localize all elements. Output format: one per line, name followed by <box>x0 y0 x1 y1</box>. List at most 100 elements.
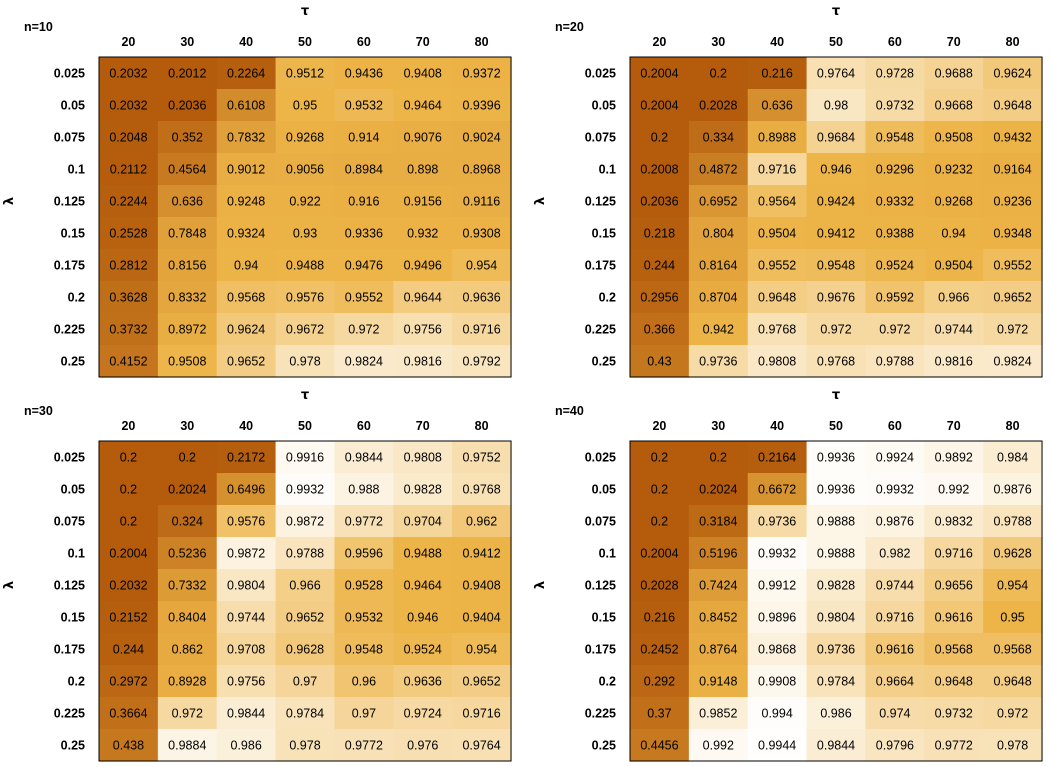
heatmap-cell <box>688 281 749 314</box>
heatmap-cell <box>452 633 512 666</box>
heatmap-cell <box>157 57 218 90</box>
cell-value-label: 0.8452 <box>699 611 737 625</box>
heatmap-cell <box>924 505 984 538</box>
cell-value-label: 0.9552 <box>758 259 796 273</box>
heatmap-cell <box>630 313 690 346</box>
heatmap-panel-2: 0.2004 0.2 0.216 0.9764 0.9728 0.9688 0.9624 0.… <box>533 4 1043 378</box>
heatmap-cell <box>334 313 394 346</box>
cell-value-label: 0.9808 <box>758 355 796 369</box>
cell-value-label: 0.2004 <box>640 99 678 113</box>
heatmap-cell <box>99 473 159 506</box>
heatmap-cell <box>216 121 277 154</box>
cell-value-label: 0.9568 <box>227 291 265 305</box>
cell-value-label: 0.636 <box>172 195 203 209</box>
cell-value-label: 0.9076 <box>404 131 442 145</box>
cell-value-label: 0.2008 <box>640 163 678 177</box>
cell-value-label: 0.946 <box>820 163 851 177</box>
heatmap-border <box>629 440 1043 762</box>
heatmap-cell <box>157 249 218 282</box>
heatmap-cell <box>99 601 159 634</box>
cell-value-label: 0.954 <box>997 579 1028 593</box>
cell-value-label: 0.9616 <box>935 611 973 625</box>
heatmap-cell <box>983 281 1043 314</box>
panel-title: n=10 <box>24 20 53 34</box>
heatmap-cell <box>747 281 808 314</box>
heatmap-panel-1: 0.2032 0.2012 0.2264 0.9512 0.9436 0.9408 0.93… <box>2 4 512 378</box>
cell-value-label: 0.8404 <box>168 611 206 625</box>
heatmap-cell <box>99 729 159 762</box>
heatmap-cell <box>275 57 336 90</box>
heatmap-cell <box>630 153 690 186</box>
heatmap-cell <box>157 441 218 474</box>
heatmap-border <box>98 440 512 762</box>
heatmap-cell <box>216 185 277 218</box>
cell-value-label: 0.9532 <box>345 611 383 625</box>
y-tick-label: 0.125 <box>54 579 85 593</box>
heatmap-cell <box>99 697 159 730</box>
heatmap-cell <box>630 665 690 698</box>
heatmap-cell <box>688 313 749 346</box>
cell-value-label: 0.972 <box>997 323 1028 337</box>
heatmap-cell <box>216 473 277 506</box>
cell-value-label: 0.9156 <box>404 195 442 209</box>
y-tick-label: 0.05 <box>61 99 85 113</box>
cell-value-label: 0.9736 <box>699 355 737 369</box>
cell-value-label: 0.9888 <box>817 547 855 561</box>
heatmap-cell <box>983 505 1043 538</box>
cell-value-label: 0.7848 <box>168 227 206 241</box>
heatmap-cell <box>806 89 867 122</box>
cell-value-label: 0.7332 <box>168 579 206 593</box>
heatmap-cell <box>630 121 690 154</box>
x-tick-label: 80 <box>475 35 489 49</box>
heatmap-cell <box>924 153 984 186</box>
cell-value-label: 0.9768 <box>758 323 796 337</box>
heatmap-cell <box>334 441 394 474</box>
cell-value-label: 0.324 <box>172 515 203 529</box>
cell-value-label: 0.2032 <box>109 579 147 593</box>
cell-value-label: 0.9876 <box>993 483 1031 497</box>
heatmap-cell <box>865 633 925 666</box>
cell-value-label: 0.2032 <box>109 67 147 81</box>
heatmap-cell <box>157 601 218 634</box>
heatmap-cell <box>275 729 336 762</box>
cell-value-label: 0.5236 <box>168 547 206 561</box>
cell-value-label: 0.9652 <box>227 355 265 369</box>
heatmap-cell <box>806 281 867 314</box>
heatmap-cell <box>747 697 808 730</box>
heatmap-cell <box>393 185 453 218</box>
cell-value-label: 0.9652 <box>993 291 1031 305</box>
heatmap-cell <box>865 89 925 122</box>
heatmap-cell <box>393 505 453 538</box>
cell-value-label: 0.862 <box>172 643 203 657</box>
cell-value-label: 0.9932 <box>876 483 914 497</box>
cell-value-label: 0.9268 <box>935 195 973 209</box>
cell-value-label: 0.9932 <box>758 547 796 561</box>
cell-value-label: 0.9936 <box>817 451 855 465</box>
cell-value-label: 0.972 <box>348 323 379 337</box>
heatmap-cell <box>688 57 749 90</box>
heatmap-cell <box>334 281 394 314</box>
cell-value-label: 0.9824 <box>993 355 1031 369</box>
cell-value-label: 0.9388 <box>876 227 914 241</box>
cell-value-label: 0.9296 <box>876 163 914 177</box>
cell-value-label: 0.8984 <box>345 163 383 177</box>
heatmap-cell <box>393 473 453 506</box>
cell-value-label: 0.2 <box>651 515 668 529</box>
cell-value-label: 0.2172 <box>227 451 265 465</box>
y-tick-label: 0.125 <box>54 195 85 209</box>
heatmap-cell <box>688 601 749 634</box>
cell-value-label: 0.3664 <box>109 707 147 721</box>
cell-value-label: 0.9656 <box>935 579 973 593</box>
cell-value-label: 0.9496 <box>404 259 442 273</box>
heatmap-cell <box>630 633 690 666</box>
heatmap-cell <box>924 57 984 90</box>
cell-value-label: 0.962 <box>466 515 497 529</box>
heatmap-cell <box>865 697 925 730</box>
heatmap-cell <box>99 345 159 378</box>
heatmap-cell <box>393 569 453 602</box>
heatmap-cell <box>275 665 336 698</box>
heatmap-cell <box>275 217 336 250</box>
cell-value-label: 0.9508 <box>168 355 206 369</box>
heatmap-cell <box>865 249 925 282</box>
cell-value-label: 0.9732 <box>876 99 914 113</box>
